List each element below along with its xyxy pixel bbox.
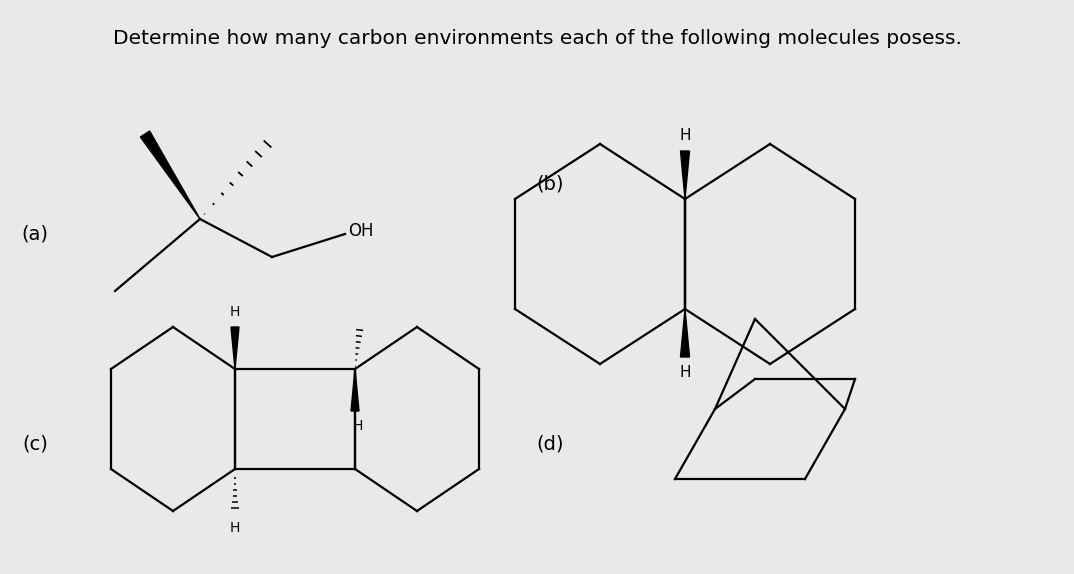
Text: H: H <box>679 128 691 143</box>
Polygon shape <box>231 327 240 369</box>
Polygon shape <box>681 151 690 199</box>
Text: (b): (b) <box>536 174 564 193</box>
Text: (c): (c) <box>23 435 48 453</box>
Text: H: H <box>230 305 241 319</box>
Polygon shape <box>141 131 200 219</box>
Text: H: H <box>679 365 691 380</box>
Text: (a): (a) <box>21 224 48 243</box>
Polygon shape <box>681 309 690 357</box>
Text: H: H <box>353 419 363 433</box>
Polygon shape <box>351 369 359 411</box>
Text: OH: OH <box>348 222 374 240</box>
Text: (d): (d) <box>536 435 564 453</box>
Text: Determine how many carbon environments each of the following molecules posess.: Determine how many carbon environments e… <box>113 29 961 48</box>
Text: H: H <box>230 521 241 535</box>
